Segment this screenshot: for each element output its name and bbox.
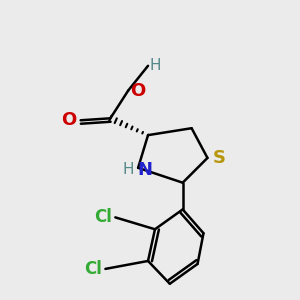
Text: S: S [212, 149, 225, 167]
Text: O: O [130, 82, 146, 100]
Text: Cl: Cl [85, 260, 102, 278]
Text: H: H [150, 58, 161, 73]
Text: Cl: Cl [94, 208, 112, 226]
Text: O: O [61, 111, 77, 129]
Text: H: H [123, 162, 134, 177]
Text: N: N [137, 161, 152, 179]
